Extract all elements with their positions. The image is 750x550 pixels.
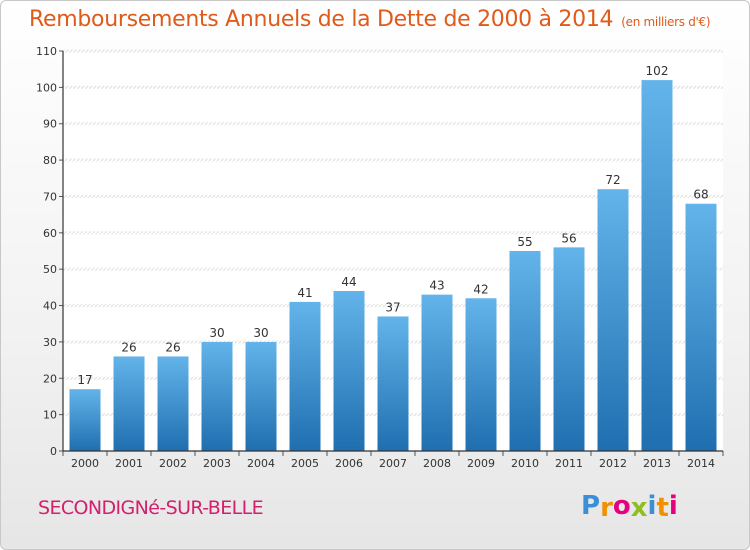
- data-label: 68: [693, 188, 708, 202]
- bar: [641, 80, 673, 451]
- data-label: 56: [561, 231, 576, 245]
- bar: [245, 341, 277, 451]
- y-tick-label: 40: [43, 300, 57, 313]
- x-tick-label: 2000: [71, 457, 99, 470]
- y-tick-label: 100: [36, 81, 57, 94]
- bar: [157, 356, 189, 451]
- data-label: 102: [646, 64, 669, 78]
- gridline: [63, 85, 723, 89]
- gridline: [63, 158, 723, 162]
- x-tick-label: 2013: [643, 457, 671, 470]
- bar: [509, 251, 541, 451]
- y-tick-label: 90: [43, 118, 57, 131]
- gridline: [63, 194, 723, 198]
- data-label: 26: [121, 340, 136, 354]
- bar: [553, 247, 585, 451]
- logo-letter: r: [600, 493, 613, 523]
- x-tick-label: 2001: [115, 457, 143, 470]
- y-tick-label: 20: [43, 372, 57, 385]
- bar: [201, 341, 233, 451]
- data-label: 30: [253, 326, 268, 340]
- gridline: [63, 267, 723, 271]
- data-label: 72: [605, 173, 620, 187]
- x-tick-label: 2012: [599, 457, 627, 470]
- gridline: [63, 122, 723, 126]
- y-tick-label: 80: [43, 154, 57, 167]
- gridline: [63, 49, 723, 53]
- x-tick-label: 2006: [335, 457, 363, 470]
- x-axis-ticks: 2000 2001 2002 2003 2004 2005 2006 2007 2008 2009…: [62, 451, 724, 470]
- logo-letter: i: [647, 491, 657, 521]
- data-label: 30: [209, 326, 224, 340]
- title-text: Remboursements Annuels de la Dette de 20…: [29, 7, 614, 32]
- logo-letter: t: [656, 493, 669, 523]
- data-label: 37: [385, 300, 400, 314]
- data-label: 17: [77, 373, 92, 387]
- logo-letter: i: [668, 491, 678, 521]
- axes: [62, 51, 723, 452]
- y-axis-ticks: 0 10 20 30 40 50 60 70 80 90 100 110: [36, 45, 63, 458]
- bars: [69, 80, 717, 451]
- data-labels: 17 26 26 30 30 41 44 37 43 42 55 56 72 102 68: [77, 64, 708, 387]
- data-label: 42: [473, 282, 488, 296]
- x-tick-label: 2005: [291, 457, 319, 470]
- data-label: 41: [297, 286, 312, 300]
- data-label: 26: [165, 340, 180, 354]
- logo-letter: P: [581, 491, 601, 521]
- bar: [597, 189, 629, 451]
- data-label: 43: [429, 279, 444, 293]
- x-tick-label: 2009: [467, 457, 495, 470]
- bar: [289, 301, 321, 451]
- bar: [685, 203, 717, 451]
- x-tick-label: 2002: [159, 457, 187, 470]
- x-tick-label: 2008: [423, 457, 451, 470]
- data-label: 44: [341, 275, 356, 289]
- y-tick-label: 60: [43, 227, 57, 240]
- x-tick-label: 2010: [511, 457, 539, 470]
- bar: [377, 316, 409, 451]
- x-tick-label: 2014: [687, 457, 715, 470]
- bar: [113, 356, 145, 451]
- bar: [421, 294, 453, 451]
- data-label: 55: [517, 235, 532, 249]
- commune-name: SECONDIGNé-SUR-BELLE: [38, 497, 264, 519]
- x-tick-label: 2003: [203, 457, 231, 470]
- y-tick-label: 70: [43, 190, 57, 203]
- bar: [333, 291, 365, 451]
- y-tick-label: 50: [43, 263, 57, 276]
- bar: [69, 389, 101, 451]
- x-tick-label: 2007: [379, 457, 407, 470]
- logo-letter: x: [630, 493, 648, 523]
- y-tick-label: 30: [43, 336, 57, 349]
- x-tick-label: 2011: [555, 457, 583, 470]
- bar: [465, 298, 497, 451]
- gridline: [63, 304, 723, 308]
- logo-letter: o: [612, 491, 631, 521]
- y-tick-label: 0: [50, 445, 57, 458]
- x-tick-label: 2004: [247, 457, 275, 470]
- proxiti-logo: Proxiti: [581, 491, 678, 523]
- y-tick-label: 10: [43, 409, 57, 422]
- chart-title: Remboursements Annuels de la Dette de 20…: [29, 7, 711, 32]
- units-label: (en milliers d'€): [621, 15, 711, 29]
- gridline: [63, 231, 723, 235]
- y-tick-label: 110: [36, 45, 57, 58]
